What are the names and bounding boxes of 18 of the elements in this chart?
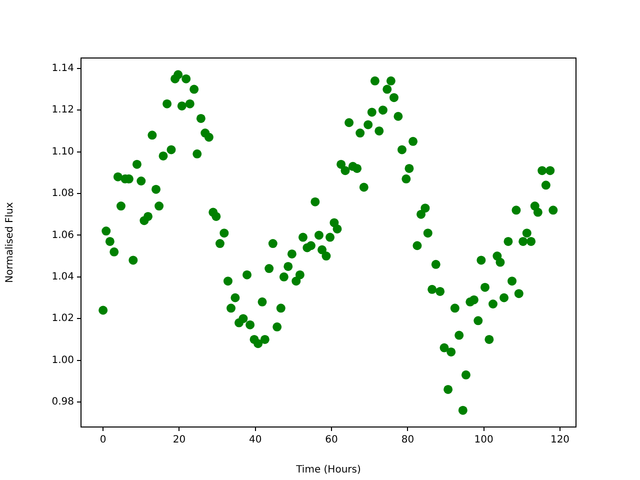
y-tick-label: 1.04 — [52, 271, 74, 282]
x-tick-label: 60 — [325, 434, 338, 446]
y-tick-label: 1.08 — [52, 188, 74, 200]
y-tick-label: 1.06 — [52, 230, 74, 241]
x-axis-title: Time (Hours) — [295, 464, 361, 476]
x-tick-label: 100 — [474, 434, 494, 446]
y-tick-label: 1.14 — [52, 63, 74, 74]
y-tick-label: 1.02 — [52, 313, 74, 324]
y-tick-label: 1.10 — [52, 146, 74, 158]
y-axis-title: Normalised Flux — [4, 202, 16, 283]
x-tick-label: 20 — [172, 434, 186, 446]
x-tick-label: 40 — [249, 434, 262, 446]
y-tick-label: 1.12 — [52, 104, 74, 116]
x-tick-label: 80 — [401, 434, 414, 446]
y-tick-label: 1.00 — [52, 354, 74, 366]
y-tick-label: 0.98 — [52, 396, 74, 408]
x-tick-label: 120 — [550, 434, 570, 446]
x-tick-label: 0 — [100, 434, 106, 446]
